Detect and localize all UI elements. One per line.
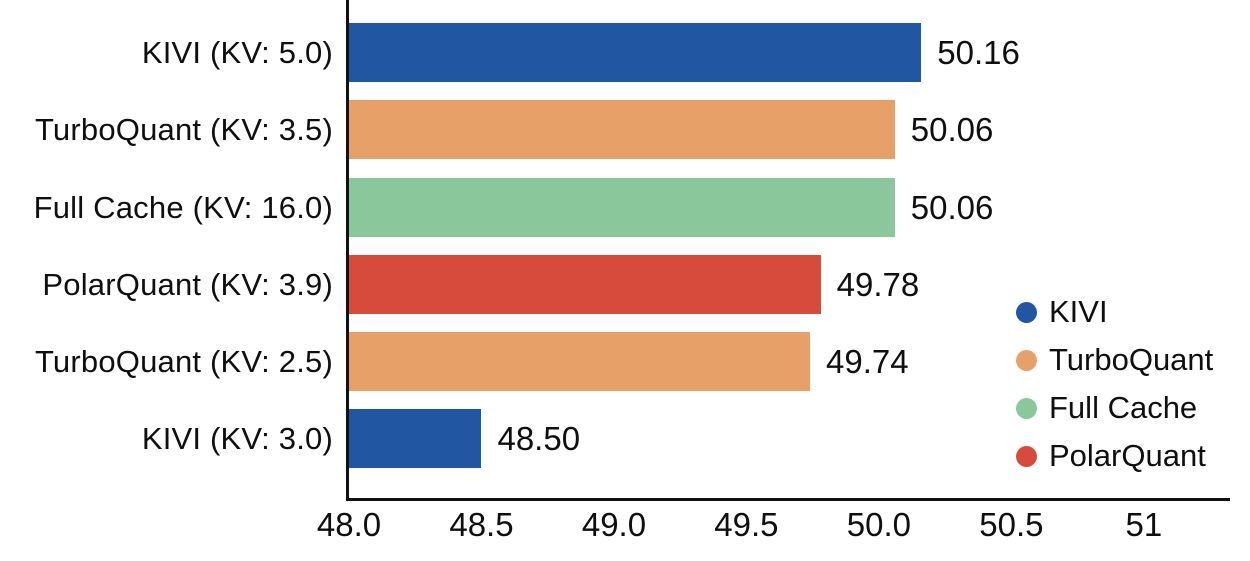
legend-label: TurboQuant — [1049, 342, 1214, 377]
bar — [349, 255, 821, 314]
legend: KIVI TurboQuant Full Cache PolarQuant — [1016, 288, 1213, 480]
legend-swatch-circle — [1016, 397, 1037, 419]
x-axis-line — [346, 498, 1230, 501]
x-tick-label: 49.0 — [581, 506, 647, 543]
category-axis: KIVI (KV: 5.0) TurboQuant (KV: 3.5) Full… — [0, 0, 333, 498]
bar-value-label: 48.50 — [497, 420, 581, 457]
x-tick-label: 49.5 — [714, 506, 779, 543]
category-label: TurboQuant (KV: 2.5) — [34, 344, 333, 379]
category-label: TurboQuant (KV: 3.5) — [34, 112, 333, 147]
x-axis: 48.0 48.5 49.0 49.5 50.0 50.5 51 — [317, 506, 1226, 548]
bar-value-label: 49.74 — [826, 343, 909, 380]
x-tick-label: 48.5 — [449, 506, 514, 543]
legend-label: KIVI — [1049, 294, 1108, 329]
bar-row: 50.06 — [349, 100, 1226, 159]
bar-row: 49.74 — [349, 332, 1226, 391]
legend-label: PolarQuant — [1049, 438, 1206, 473]
bar — [349, 409, 482, 468]
legend-label: Full Cache — [1049, 390, 1198, 425]
bar-value-label: 50.16 — [937, 34, 1020, 71]
bar — [349, 23, 922, 82]
legend-swatch-circle — [1016, 349, 1037, 371]
bar-value-label: 50.06 — [910, 189, 994, 226]
x-tick-label: 48.0 — [316, 506, 382, 543]
category-label: KIVI (KV: 3.0) — [141, 421, 333, 456]
legend-swatch-circle — [1016, 301, 1037, 323]
bar-row: 50.16 — [349, 23, 1226, 82]
bar-value-label: 50.06 — [910, 111, 994, 148]
plot-area: 50.16 50.06 50.06 49.78 49.74 48.50 — [349, 0, 1226, 498]
bar — [349, 332, 811, 391]
x-tick-label: 50.5 — [979, 506, 1044, 543]
category-label: Full Cache (KV: 16.0) — [33, 190, 333, 225]
x-tick-label: 50.0 — [846, 506, 912, 543]
bar-value-label: 49.78 — [836, 266, 920, 303]
legend-item: PolarQuant — [1016, 432, 1213, 480]
x-tick-label: 51 — [1125, 506, 1163, 543]
bar-row: 50.06 — [349, 178, 1226, 237]
legend-item: KIVI — [1016, 288, 1213, 336]
category-label: KIVI (KV: 5.0) — [141, 35, 333, 70]
bar — [349, 100, 895, 159]
y-axis-line — [346, 0, 349, 501]
category-label: PolarQuant (KV: 3.9) — [42, 267, 333, 302]
bar — [349, 178, 895, 237]
legend-item: TurboQuant — [1016, 336, 1213, 384]
bar-row: 49.78 — [349, 255, 1226, 314]
legend-swatch-circle — [1016, 445, 1037, 467]
bar-row: 48.50 — [349, 409, 1226, 468]
legend-item: Full Cache — [1016, 384, 1213, 432]
